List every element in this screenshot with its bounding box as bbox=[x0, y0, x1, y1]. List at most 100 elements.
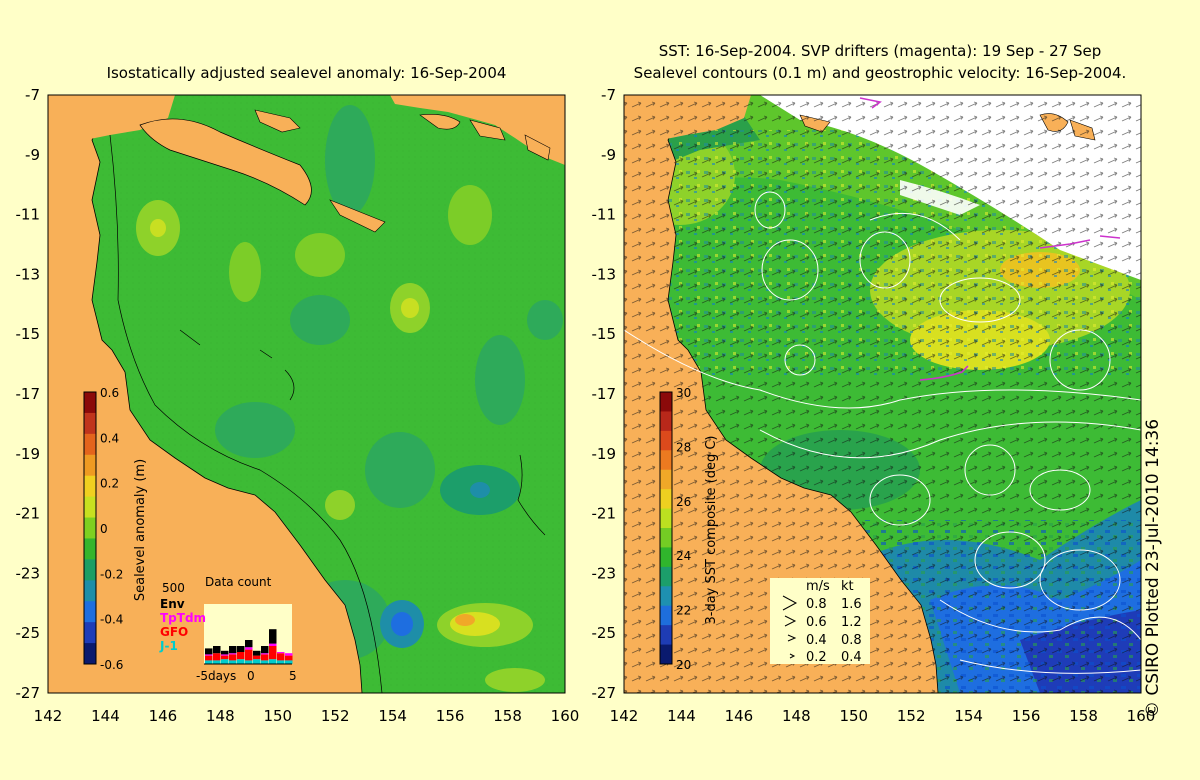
right-axis-labels: -7 -9 -11 -13 -15 -17 -19 -21 -23 -25 -27 142 144 146… bbox=[592, 86, 1156, 725]
data-count-bar-env bbox=[205, 648, 213, 655]
colorbar-tick-label: -0.2 bbox=[100, 567, 123, 581]
lon-label: 160 bbox=[551, 707, 580, 725]
legend-j1: J-1 bbox=[159, 639, 178, 653]
lon-label: 156 bbox=[1012, 707, 1041, 725]
lat-label: -7 bbox=[601, 86, 616, 104]
colorbar-tick-label: -0.6 bbox=[100, 658, 123, 672]
lon-label: 158 bbox=[1069, 707, 1098, 725]
data-count-bar-gfo bbox=[285, 655, 293, 661]
vel-row-3-ms: 0.4 bbox=[806, 633, 827, 648]
colorbar-tick-label: 26 bbox=[676, 495, 691, 509]
lon-label: 146 bbox=[725, 707, 754, 725]
lon-label: 154 bbox=[378, 707, 407, 725]
colorbar-segment bbox=[84, 580, 96, 602]
lat-label: -13 bbox=[592, 265, 617, 283]
lon-label: 154 bbox=[954, 707, 983, 725]
data-count-bar-gfo bbox=[261, 654, 269, 661]
lon-label: 144 bbox=[91, 707, 120, 725]
data-count-bar-tp bbox=[269, 643, 277, 646]
lat-label: -25 bbox=[16, 624, 41, 642]
vel-header-kt: kt bbox=[841, 579, 854, 594]
data-count-bar-gfo bbox=[245, 649, 253, 661]
lat-label: -27 bbox=[16, 684, 41, 702]
data-count-bar-gfo bbox=[269, 646, 277, 660]
colorbar-segment bbox=[84, 643, 96, 665]
colorbar-segment bbox=[84, 433, 96, 456]
vel-row-1-ms: 0.8 bbox=[806, 597, 827, 612]
colorbar-segment bbox=[84, 392, 96, 414]
left-colorbar-ticks: 0.6 0.4 0.2 0 -0.2 -0.4 -0.6 bbox=[100, 386, 123, 672]
data-count-bar-env bbox=[221, 650, 229, 655]
lon-label: 146 bbox=[149, 707, 178, 725]
vel-row-2-ms: 0.6 bbox=[806, 615, 827, 630]
colorbar-segment bbox=[84, 496, 96, 519]
lat-label: -25 bbox=[592, 624, 617, 642]
lon-label: 152 bbox=[897, 707, 926, 725]
lon-label: 142 bbox=[34, 707, 63, 725]
data-count-bar-j1 bbox=[213, 660, 221, 664]
colorbar-segment bbox=[84, 538, 96, 560]
colorbar-tick-label: 20 bbox=[676, 658, 691, 672]
lon-label: 152 bbox=[321, 707, 350, 725]
lon-label: 142 bbox=[610, 707, 639, 725]
lat-label: -21 bbox=[592, 505, 617, 523]
lat-label: -15 bbox=[592, 325, 617, 343]
data-count-bar-env bbox=[261, 646, 269, 654]
colorbar-segment bbox=[660, 566, 672, 587]
colorbar-segment bbox=[84, 559, 96, 581]
legend-gfo: GFO bbox=[160, 625, 188, 639]
data-count-bar-j1 bbox=[237, 659, 245, 664]
data-count-bar-tp bbox=[277, 652, 285, 654]
vel-row-3-kt: 0.8 bbox=[841, 633, 862, 648]
sealevel-contours bbox=[624, 191, 1141, 674]
colorbar-tick-label: 0.6 bbox=[100, 386, 119, 400]
colorbar-segment bbox=[660, 469, 672, 490]
colorbar-segment bbox=[660, 605, 672, 626]
vel-row-1-kt: 1.6 bbox=[841, 597, 862, 612]
lon-label: 144 bbox=[667, 707, 696, 725]
data-count-bar-gfo bbox=[237, 652, 245, 660]
right-panel-title-line2: Sealevel contours (0.1 m) and geostrophi… bbox=[633, 64, 1127, 82]
geostrophic-velocity-vectors bbox=[624, 95, 1141, 693]
left-reef-lines bbox=[109, 134, 546, 693]
data-count-bar-env bbox=[253, 650, 261, 656]
data-count-bar-env bbox=[269, 629, 277, 644]
colorbar-tick-label: 30 bbox=[676, 386, 691, 400]
legend-env: Env bbox=[160, 597, 185, 611]
lat-label: -9 bbox=[601, 146, 616, 164]
lon-label: 160 bbox=[1127, 707, 1156, 725]
data-count-bar-tp bbox=[221, 654, 229, 656]
lon-label: 150 bbox=[839, 707, 868, 725]
data-count-bar-tp bbox=[285, 653, 293, 656]
colorbar-tick-label: 22 bbox=[676, 604, 691, 618]
colorbar-tick-label: 0 bbox=[100, 522, 108, 536]
data-count-bar-gfo bbox=[229, 654, 237, 661]
data-count-bar-j1 bbox=[261, 660, 269, 664]
data-count-bar-j1 bbox=[245, 660, 253, 664]
data-count-bar-gfo bbox=[277, 653, 285, 661]
lat-label: -23 bbox=[16, 564, 41, 582]
data-count-bar-env bbox=[245, 640, 253, 648]
colorbar-tick-label: 0.2 bbox=[100, 477, 119, 491]
right-panel-title-line1: SST: 16-Sep-2004. SVP drifters (magenta)… bbox=[658, 42, 1102, 60]
velocity-legend: m/s kt 0.8 1.6 0.6 1.2 0.4 0.8 0.2 0.4 bbox=[770, 578, 870, 665]
colorbar-segment bbox=[84, 454, 96, 477]
lat-label: -23 bbox=[592, 564, 617, 582]
lat-label: -15 bbox=[16, 325, 41, 343]
data-count-bar-j1 bbox=[277, 660, 285, 664]
vel-row-4-ms: 0.2 bbox=[806, 650, 827, 665]
data-count-bar-tp bbox=[261, 653, 269, 655]
data-count-bar-j1 bbox=[221, 659, 229, 664]
data-count-bar-gfo bbox=[253, 655, 261, 660]
right-colorbar-label: 3-day SST composite (deg C) bbox=[704, 435, 719, 624]
colorbar-segment bbox=[660, 430, 672, 451]
data-count-bar-env bbox=[237, 646, 245, 652]
colorbar-tick-label: 0.4 bbox=[100, 431, 119, 445]
data-count-bar-tp bbox=[245, 647, 253, 650]
colorbar-segment bbox=[84, 517, 96, 539]
colorbar-segment bbox=[660, 547, 672, 568]
svp-drifter-tracks bbox=[859, 97, 1121, 381]
data-count-bar-j1 bbox=[229, 660, 237, 664]
colorbar-segment bbox=[84, 601, 96, 623]
